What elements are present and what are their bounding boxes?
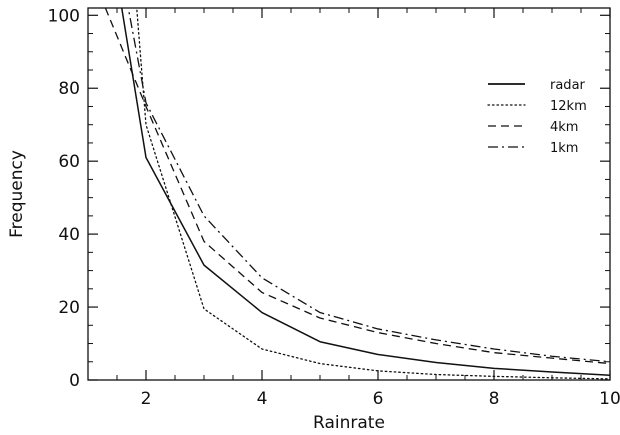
legend-label-1km: 1km <box>550 141 578 156</box>
y-ticks: 0 20 40 60 80 100 <box>48 6 610 391</box>
x-tick-label: 8 <box>489 389 500 409</box>
series-line-1km <box>127 8 610 363</box>
x-ticks: 2 4 6 8 10 <box>116 8 620 409</box>
x-tick-label: 10 <box>599 389 620 409</box>
x-tick-label: 6 <box>373 389 384 409</box>
y-tick-label: 20 <box>58 298 80 318</box>
legend: radar 12km 4km 1km <box>487 78 587 156</box>
y-tick-label: 40 <box>58 225 80 245</box>
series-line-4km <box>104 8 610 365</box>
legend-label-radar: radar <box>550 78 586 93</box>
series-lines <box>104 8 610 380</box>
x-tick-label: 4 <box>257 389 268 409</box>
x-tick-label: 2 <box>141 389 152 409</box>
legend-label-12km: 12km <box>550 99 587 114</box>
y-tick-label: 100 <box>48 6 80 26</box>
x-axis-title: Rainrate <box>313 413 385 431</box>
y-tick-label: 80 <box>58 79 80 99</box>
series-line-12km <box>136 8 610 380</box>
legend-label-4km: 4km <box>550 120 578 135</box>
y-tick-label: 60 <box>58 152 80 172</box>
series-line-radar <box>120 8 610 377</box>
y-tick-label: 0 <box>69 371 80 391</box>
y-axis-title: Frequency <box>7 150 27 238</box>
